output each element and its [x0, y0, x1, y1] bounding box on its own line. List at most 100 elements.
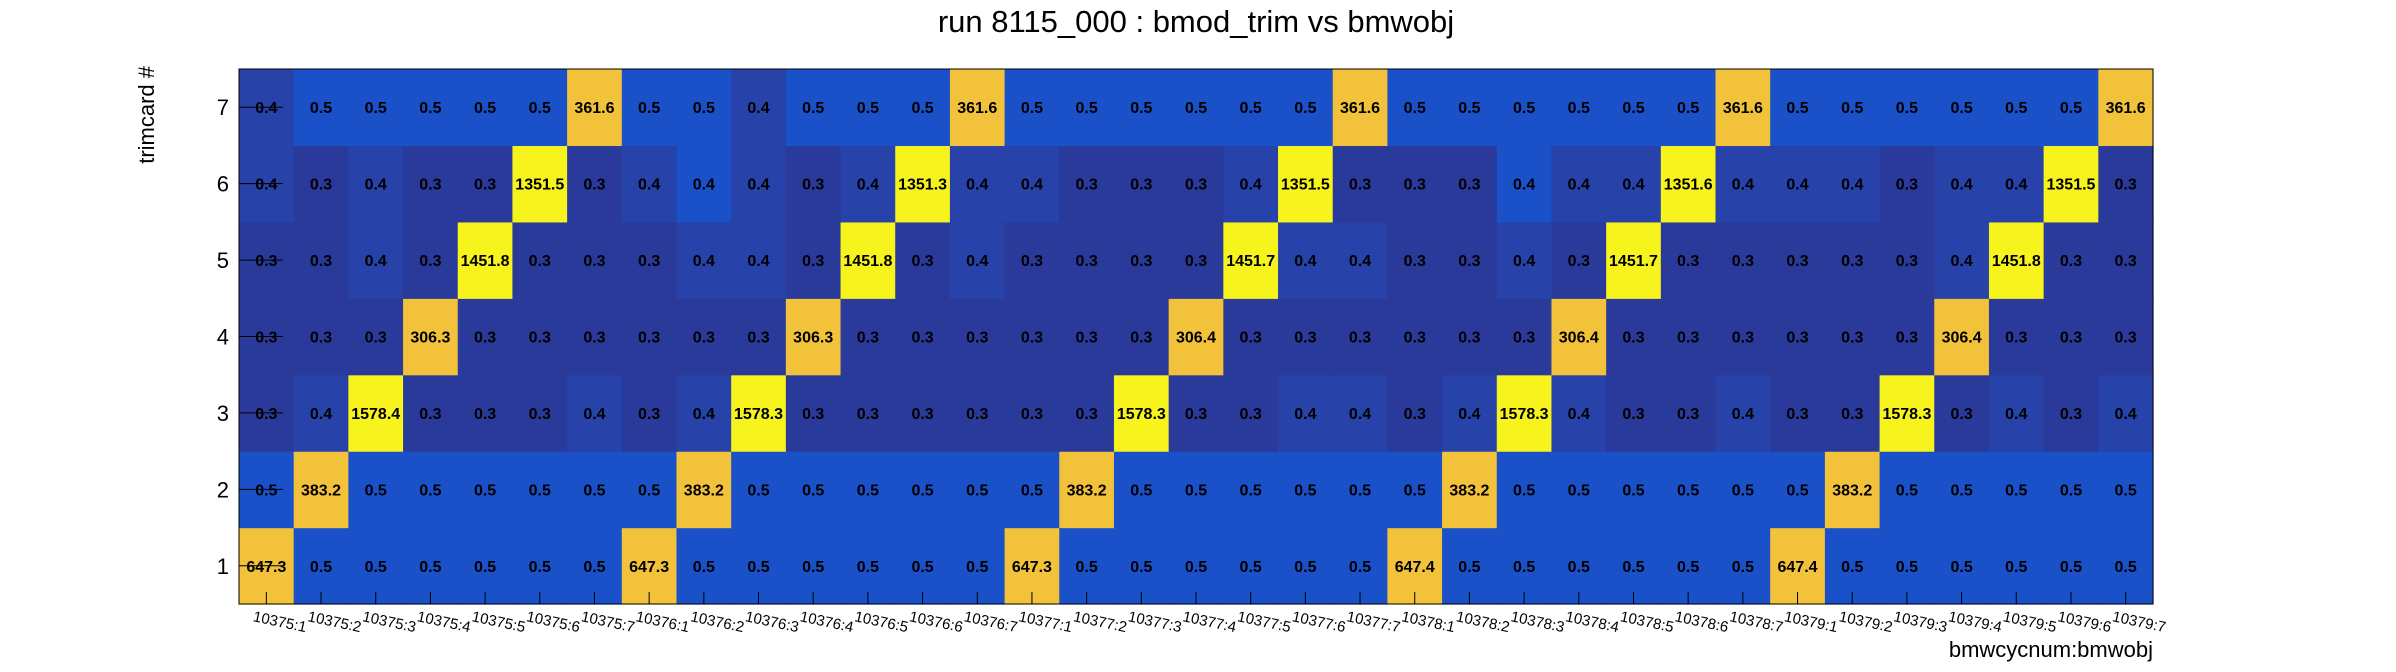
cell-value-label: 0.4 — [1732, 177, 1754, 194]
cell-value-label: 0.3 — [1622, 330, 1644, 347]
heatmap-cell — [1988, 374, 2045, 452]
cell-value-label: 0.3 — [1240, 406, 1262, 423]
heatmap-cell — [1059, 221, 1115, 299]
cell-value-label: 0.3 — [1185, 406, 1207, 423]
cell-value-label: 0.3 — [1404, 406, 1426, 423]
heatmap-cell — [512, 221, 568, 299]
x-tick-label: 10376:3 — [744, 608, 801, 636]
cell-value-label: 0.5 — [1240, 559, 1262, 576]
cell-value-label: 0.5 — [1130, 559, 1152, 576]
heatmap-cell — [348, 451, 404, 529]
cell-value-label: 0.4 — [1294, 253, 1316, 270]
heatmap-cell — [676, 527, 732, 605]
heatmap-cell — [403, 451, 459, 529]
heatmap-cell — [348, 69, 404, 147]
cell-value-label: 0.5 — [693, 559, 715, 576]
cell-value-label: 0.5 — [1021, 482, 1043, 499]
cell-value-label: 0.4 — [638, 177, 660, 194]
heatmap-cell — [1715, 298, 1771, 376]
heatmap-cell — [1988, 298, 2045, 376]
heatmap-cell — [1387, 69, 1443, 147]
cell-value-label: 0.3 — [2060, 330, 2082, 347]
cell-value-label: 0.5 — [419, 482, 441, 499]
heatmap-cell — [840, 221, 896, 299]
heatmap-cell — [1551, 374, 1607, 452]
heatmap-cell — [1004, 374, 1060, 452]
cell-value-label: 0.3 — [1076, 253, 1098, 270]
cell-value-label: 306.3 — [793, 330, 833, 347]
cell-value-label: 0.5 — [911, 559, 933, 576]
heatmap-cell — [676, 221, 732, 299]
heatmap-cell — [567, 527, 623, 605]
cell-value-label: 0.4 — [747, 177, 769, 194]
cell-value-label: 0.5 — [529, 559, 551, 576]
heatmap-cell — [895, 69, 951, 147]
cell-value-label: 0.3 — [1677, 330, 1699, 347]
x-tick-label: 10375:1 — [252, 608, 309, 636]
heatmap-cell — [1660, 451, 1717, 529]
x-tick-label: 10379:7 — [2111, 608, 2168, 636]
cell-value-label: 0.4 — [693, 253, 715, 270]
cell-value-label: 0.3 — [1786, 253, 1808, 270]
heatmap-cell — [512, 527, 568, 605]
cell-value-label: 0.5 — [2060, 482, 2082, 499]
x-tick-label: 10378:6 — [1673, 608, 1730, 636]
heatmap-cell — [840, 145, 896, 223]
cell-value-label: 0.3 — [638, 406, 660, 423]
heatmap-cell — [1442, 69, 1498, 147]
cell-value-label: 0.5 — [2005, 482, 2027, 499]
heatmap-cell — [1168, 451, 1224, 529]
cell-value-label: 0.3 — [802, 406, 824, 423]
heatmap-cell — [512, 298, 568, 376]
heatmap-cell — [1496, 451, 1553, 529]
heatmap-cell — [1988, 527, 2045, 605]
cell-value-label: 0.3 — [1786, 406, 1808, 423]
cell-value-label: 647.4 — [1395, 559, 1435, 576]
cell-value-label: 383.2 — [1067, 482, 1107, 499]
x-tick-label: 10375:6 — [525, 608, 582, 636]
cell-value-label: 0.5 — [1513, 482, 1535, 499]
cell-value-label: 0.4 — [255, 100, 277, 117]
cell-value-label: 0.5 — [1677, 559, 1699, 576]
cell-value-label: 0.3 — [1568, 253, 1590, 270]
x-tick-label: 10376:7 — [962, 608, 1019, 636]
x-tick-label: 10379:6 — [2056, 608, 2113, 636]
cell-value-label: 0.5 — [1513, 559, 1535, 576]
heatmap-cell — [1387, 145, 1443, 223]
cell-value-label: 0.3 — [693, 330, 715, 347]
heatmap-cell — [1223, 298, 1279, 376]
cell-value-label: 0.5 — [2005, 559, 2027, 576]
heatmap-cell — [1442, 145, 1498, 223]
heatmap-cell — [1551, 298, 1607, 376]
heatmap-cell — [1660, 145, 1717, 223]
cell-value-label: 647.3 — [629, 559, 669, 576]
cell-value-label: 383.2 — [1449, 482, 1489, 499]
cell-value-label: 0.3 — [419, 177, 441, 194]
x-tick-label: 10379:4 — [1947, 608, 2004, 636]
heatmap-cell — [567, 451, 623, 529]
cell-value-label: 0.3 — [1896, 253, 1918, 270]
cell-value-label: 0.4 — [1021, 177, 1043, 194]
heatmap-cell — [512, 451, 568, 529]
heatmap-cell — [1004, 298, 1060, 376]
x-tick-label: 10375:3 — [361, 608, 418, 636]
cell-value-label: 0.5 — [857, 559, 879, 576]
cell-value-label: 0.4 — [747, 253, 769, 270]
cell-value-label: 0.3 — [365, 330, 387, 347]
cell-value-label: 0.4 — [1841, 177, 1863, 194]
cell-value-label: 383.2 — [1832, 482, 1872, 499]
heatmap-cell — [293, 298, 349, 376]
heatmap-cell — [840, 69, 896, 147]
cell-value-label: 0.4 — [1786, 177, 1808, 194]
cell-value-label: 1451.8 — [1992, 253, 2041, 270]
x-tick-label: 10379:5 — [2001, 608, 2058, 636]
cell-value-label: 0.5 — [474, 100, 496, 117]
cell-value-label: 0.5 — [419, 100, 441, 117]
cell-value-label: 0.3 — [310, 177, 332, 194]
heatmap-cell — [1113, 527, 1170, 605]
heatmap-cell — [403, 221, 459, 299]
heatmap-cell — [403, 527, 459, 605]
heatmap-cell — [1496, 221, 1553, 299]
heatmap-cell — [1442, 451, 1498, 529]
heatmap-cell — [1934, 451, 1990, 529]
